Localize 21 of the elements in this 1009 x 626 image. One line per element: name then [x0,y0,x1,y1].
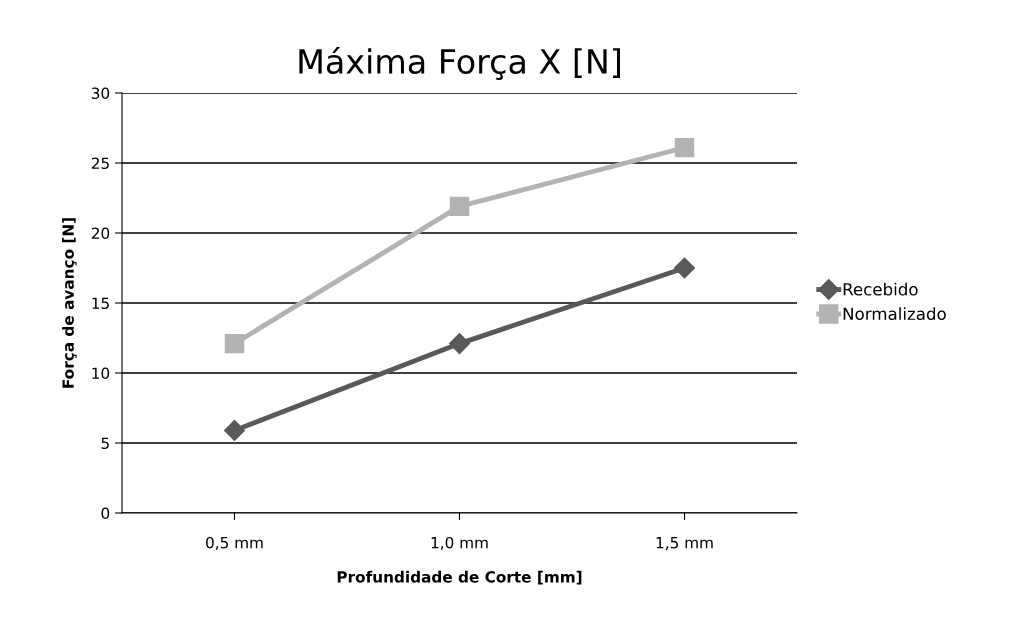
point [448,333,471,355]
y-tick-label: 15 [92,297,109,310]
chart-title: Máxima Força X [N] [299,46,620,80]
point [223,419,246,441]
legend-label: Recebido [843,282,918,296]
point [673,257,696,279]
x-tick-label: 0,5 mm [206,536,263,550]
point [449,196,470,217]
x-tick-label: 1,0 mm [431,536,488,550]
y-axis-title: Força de avanço [N] [62,218,77,388]
legend-label: Normalizado [843,307,946,321]
y-tick-label: 0 [101,507,110,520]
y-tick-label: 30 [91,87,110,100]
y-tick-label: 10 [92,367,110,380]
x-axis-title: Profundidade de Corte [mm] [337,570,582,585]
x-tick-label: 1,5 mm [656,537,713,550]
y-tick-label: 5 [101,437,109,450]
point [674,137,695,158]
y-tick-label: 25 [91,157,109,170]
point [224,333,245,354]
y-tick-label: 20 [91,227,110,240]
